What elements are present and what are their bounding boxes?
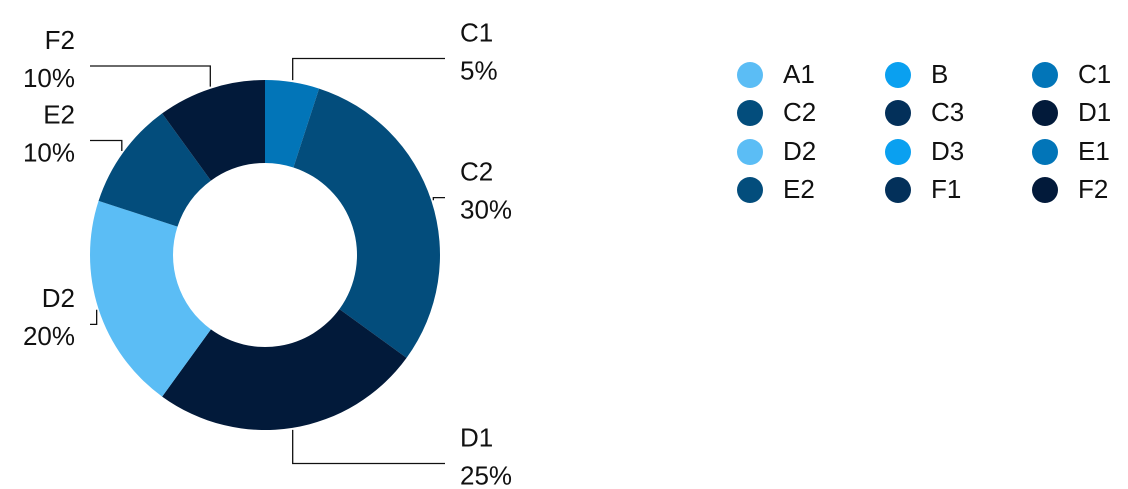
legend-label: F2 xyxy=(1078,174,1108,204)
legend-swatch xyxy=(1032,177,1058,203)
legend-swatch xyxy=(737,177,763,203)
leader-line xyxy=(292,57,445,81)
legend-swatch xyxy=(737,62,763,88)
legend-swatch xyxy=(885,62,911,88)
slice-label: E2 xyxy=(43,99,75,129)
donut-slice xyxy=(265,80,320,168)
legend-swatch xyxy=(737,100,763,126)
legend-swatch xyxy=(1032,100,1058,126)
legend-label: F1 xyxy=(931,174,961,204)
legend-label: D3 xyxy=(931,136,964,166)
legend-label: A1 xyxy=(783,59,815,89)
leader-line xyxy=(292,429,445,465)
legend-label: D1 xyxy=(1078,97,1111,127)
donut-slice xyxy=(162,80,265,181)
donut-slice xyxy=(293,88,440,358)
legend-label: C3 xyxy=(931,97,964,127)
slice-value-label: 30% xyxy=(460,195,512,225)
donut-slice xyxy=(89,200,211,397)
donut-slice xyxy=(98,113,211,227)
slice-value-label: 5% xyxy=(460,55,498,85)
legend-label: D2 xyxy=(783,136,816,166)
leader-line xyxy=(90,65,211,87)
legend-label: B xyxy=(931,59,948,89)
legend-swatch xyxy=(1032,62,1058,88)
slice-label: F2 xyxy=(45,25,75,55)
legend-swatch xyxy=(1032,139,1058,165)
legend-label: C2 xyxy=(783,97,816,127)
leader-line xyxy=(432,197,445,201)
leader-line xyxy=(90,139,123,151)
legend-swatch xyxy=(885,139,911,165)
slice-label: C2 xyxy=(460,157,493,187)
slice-value-label: 10% xyxy=(23,137,75,167)
legend: A1 B C1 C2 C3 D1 D2 D3 E1 E2 F1 F2 xyxy=(737,59,1111,204)
legend-label: E1 xyxy=(1078,136,1110,166)
legend-label: C1 xyxy=(1078,59,1111,89)
leader-line xyxy=(90,309,98,325)
donut-slice xyxy=(162,309,407,430)
slice-value-label: 25% xyxy=(460,460,512,489)
legend-label: E2 xyxy=(783,174,815,204)
legend-swatch xyxy=(885,100,911,126)
slice-label: C1 xyxy=(460,17,493,47)
slice-label: D2 xyxy=(42,283,75,313)
slice-value-label: 10% xyxy=(23,63,75,93)
slice-label: D1 xyxy=(460,422,493,452)
slice-value-label: 20% xyxy=(23,321,75,351)
legend-swatch xyxy=(737,139,763,165)
legend-swatch xyxy=(885,177,911,203)
